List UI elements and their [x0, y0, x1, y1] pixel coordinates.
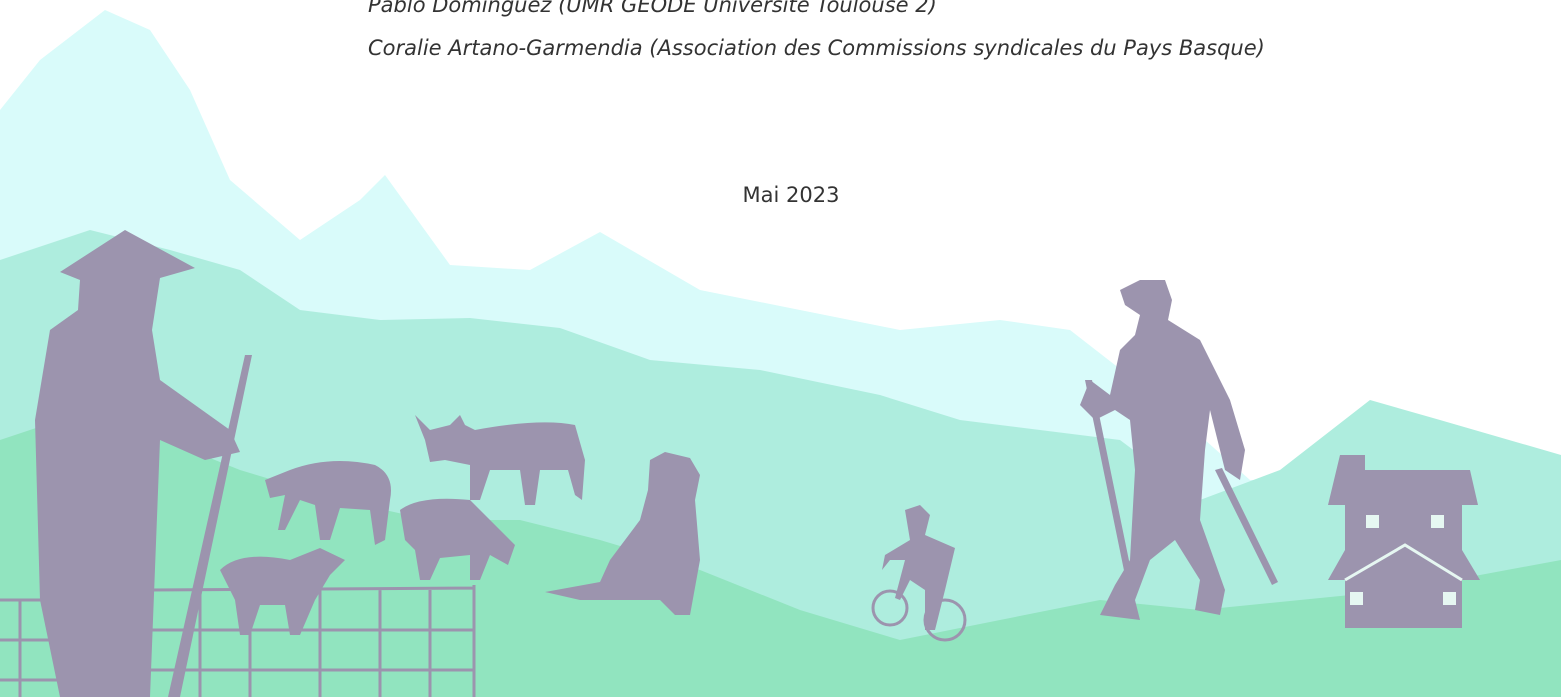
cover-page: Pablo Dominguez (UMR GEODE Université To… — [0, 0, 1561, 697]
author-line: Coralie Artano-Garmendia (Association de… — [368, 36, 1265, 60]
house — [1328, 455, 1480, 628]
author-line: Pablo Dominguez (UMR GEODE Université To… — [368, 0, 937, 17]
date: Mai 2023 — [743, 183, 840, 207]
